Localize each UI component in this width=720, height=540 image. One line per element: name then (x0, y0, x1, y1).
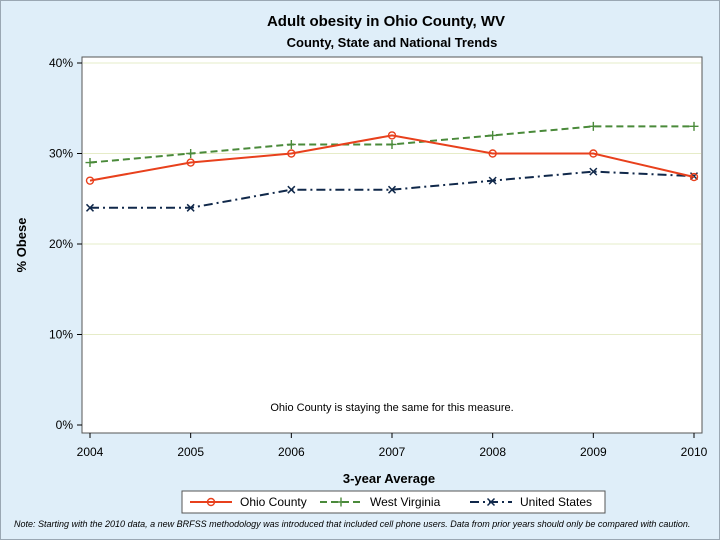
data-point (85, 176, 95, 185)
series-west-virginia (85, 121, 699, 168)
legend: Ohio County West Virginia United States (190, 495, 592, 509)
data-point (287, 149, 296, 158)
y-tick-label: 30% (49, 147, 73, 161)
data-point (387, 185, 397, 194)
data-point (286, 139, 296, 149)
series-line-ohio-county (89, 134, 695, 182)
data-point (85, 158, 95, 168)
x-tick-label: 2010 (681, 445, 708, 459)
y-axis: 0% 10% 20% 30% 40% (49, 56, 82, 432)
x-tick-label: 2004 (77, 445, 104, 459)
legend-entry-west-virginia: West Virginia (320, 495, 441, 509)
y-axis-title: % Obese (14, 218, 29, 273)
x-axis: 2004 2005 2006 2007 2008 2009 2010 (77, 433, 708, 459)
data-point (287, 185, 296, 194)
data-point (488, 130, 498, 140)
data-point (488, 149, 497, 158)
data-point (186, 158, 195, 167)
chart-title: Adult obesity in Ohio County, WV (267, 13, 505, 30)
x-tick-label: 2005 (177, 445, 204, 459)
data-point (689, 172, 699, 182)
legend-entry-ohio-county: Ohio County (190, 495, 307, 509)
chart-annotation: Ohio County is staying the same for this… (270, 402, 513, 414)
data-point (336, 497, 346, 507)
data-point (387, 131, 397, 140)
data-point (206, 497, 216, 507)
series-ohio-county (85, 131, 699, 185)
data-point (689, 121, 699, 131)
data-point (85, 203, 95, 212)
data-point (186, 203, 195, 212)
legend-label: Ohio County (240, 495, 307, 509)
footnote: Note: Starting with the 2010 data, a new… (14, 519, 690, 529)
data-point (589, 167, 598, 176)
x-axis-title: 3-year Average (343, 471, 435, 486)
legend-entry-united-states: United States (470, 495, 592, 509)
x-tick-label: 2009 (580, 445, 607, 459)
legend-label: United States (520, 495, 592, 509)
plot-area (81, 56, 703, 434)
chart-subtitle: County, State and National Trends (287, 35, 498, 50)
y-tick-label: 10% (49, 328, 73, 342)
legend-box (181, 490, 606, 514)
x-tick-label: 2008 (479, 445, 506, 459)
y-tick-label: 20% (49, 237, 73, 251)
data-point (588, 121, 598, 131)
grid-lines (83, 62, 701, 335)
x-tick-label: 2006 (278, 445, 305, 459)
legend-label: West Virginia (370, 495, 441, 509)
data-point (186, 149, 196, 158)
data-point (488, 176, 497, 185)
data-point (387, 139, 397, 149)
series-layer (85, 121, 699, 212)
y-tick-label: 40% (49, 56, 73, 70)
data-point (589, 149, 598, 158)
x-tick-label: 2007 (379, 445, 406, 459)
y-tick-label: 0% (56, 418, 74, 432)
data-point (486, 497, 496, 507)
